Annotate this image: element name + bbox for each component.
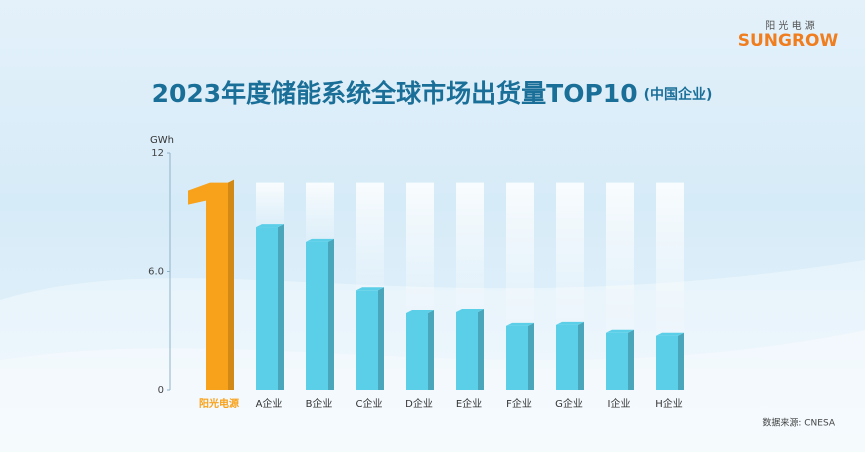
x-tick-label: G企业 (555, 397, 583, 410)
chart-title: 2023年度储能系统全球市场出货量TOP10 (中国企业) (152, 79, 713, 108)
ghost-column (456, 182, 484, 312)
bar-top (556, 321, 584, 325)
ghost-column (606, 182, 634, 333)
bar (556, 324, 578, 390)
bar-side (428, 309, 434, 390)
source: 数据来源: CNESA (762, 417, 835, 429)
bar-top (456, 308, 484, 312)
ghost-column (356, 182, 384, 291)
x-tick-label: F企业 (506, 397, 532, 410)
bar (656, 335, 678, 390)
bar-side (478, 308, 484, 390)
bar-top (306, 238, 334, 242)
bar-top (356, 287, 384, 291)
ghost-column (556, 182, 584, 325)
ghost-column (506, 182, 534, 326)
bar (456, 311, 478, 390)
bar (188, 182, 228, 390)
brand-cn: 阳 光 电 源 (765, 19, 815, 32)
bar-top (506, 322, 534, 326)
bar (406, 312, 428, 390)
bar-top (256, 224, 284, 228)
x-tick-label: C企业 (356, 397, 383, 410)
bar-side (578, 321, 584, 390)
x-tick-label: A企业 (256, 397, 283, 410)
ghost-column (306, 182, 334, 242)
bar-top (606, 329, 634, 333)
bar (306, 241, 328, 390)
bar-top (656, 332, 684, 336)
x-tick-label: B企业 (306, 397, 333, 410)
title: 2023年度储能系统全球市场出货量TOP10 (152, 79, 638, 108)
x-tick-label: E企业 (456, 397, 482, 410)
ghost-column (656, 182, 684, 336)
y-axis-label: GWh (150, 135, 174, 146)
x-tick-label: I企业 (608, 397, 631, 410)
bar-side (678, 332, 684, 390)
bar-side (628, 329, 634, 390)
bar (356, 290, 378, 390)
bar (256, 227, 278, 390)
brand-en: SUNGROW (738, 31, 839, 51)
bar-side (328, 238, 334, 390)
x-tick-label: 阳光电源 (199, 397, 239, 410)
y-tick-label: 12 (151, 148, 164, 159)
x-tick-label: D企业 (405, 397, 433, 410)
ghost-column (406, 182, 434, 313)
bar (506, 325, 528, 390)
bar-side (228, 179, 234, 390)
bar-side (528, 322, 534, 390)
bar-side (378, 287, 384, 390)
bar-side (278, 224, 284, 390)
y-tick-label: 6.0 (148, 267, 164, 278)
subtitle: (中国企业) (644, 86, 713, 103)
y-tick-label: 0 (158, 385, 164, 396)
bar (606, 332, 628, 390)
ghost-column (256, 182, 284, 228)
bar-top (406, 309, 434, 313)
x-tick-label: H企业 (655, 397, 683, 410)
